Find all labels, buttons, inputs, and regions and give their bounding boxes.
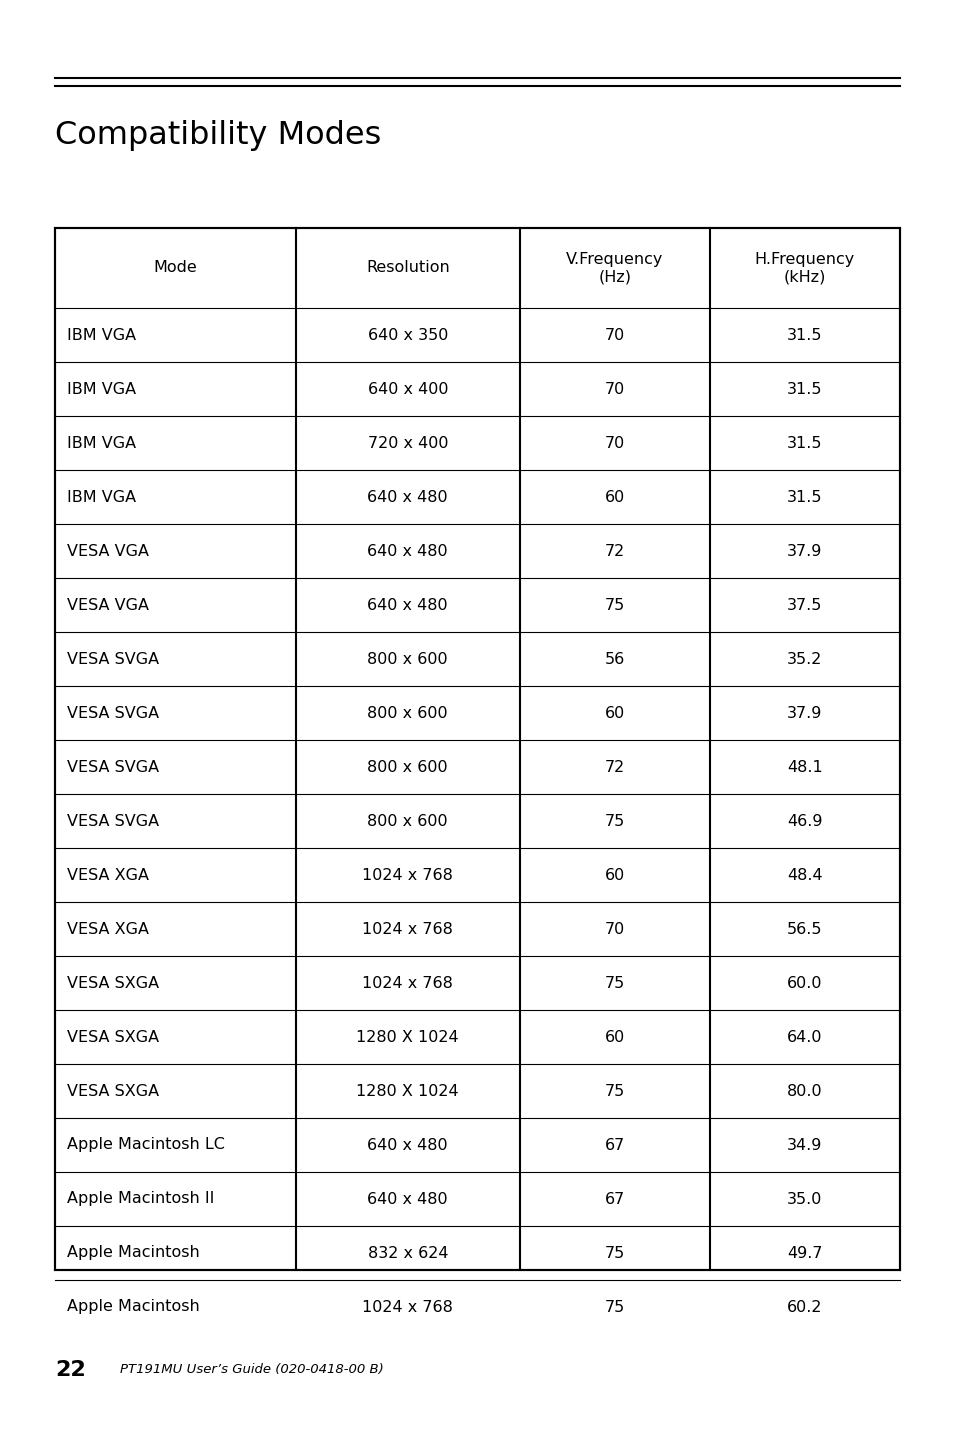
Text: VESA XGA: VESA XGA: [67, 922, 149, 936]
Text: Apple Macintosh II: Apple Macintosh II: [67, 1192, 214, 1206]
Text: 1024 x 768: 1024 x 768: [362, 922, 453, 936]
Text: 1024 x 768: 1024 x 768: [362, 976, 453, 990]
Text: 60.2: 60.2: [786, 1299, 821, 1315]
Text: 80.0: 80.0: [786, 1083, 821, 1099]
Text: 35.0: 35.0: [786, 1192, 821, 1206]
Text: 640 x 400: 640 x 400: [367, 382, 448, 396]
Text: 48.4: 48.4: [786, 867, 821, 883]
Text: 800 x 600: 800 x 600: [367, 813, 448, 829]
Text: 70: 70: [604, 922, 624, 936]
Text: 640 x 480: 640 x 480: [367, 489, 448, 505]
Text: H.Frequency
(kHz): H.Frequency (kHz): [754, 252, 854, 285]
Text: 800 x 600: 800 x 600: [367, 705, 448, 720]
Text: 34.9: 34.9: [786, 1138, 821, 1152]
Text: 37.5: 37.5: [786, 598, 821, 612]
Text: 56: 56: [604, 651, 624, 667]
Text: 31.5: 31.5: [786, 382, 821, 396]
Text: VESA SXGA: VESA SXGA: [67, 1029, 159, 1045]
Text: VESA VGA: VESA VGA: [67, 544, 149, 558]
Text: 640 x 480: 640 x 480: [367, 1138, 448, 1152]
Text: 75: 75: [604, 976, 624, 990]
Text: 800 x 600: 800 x 600: [367, 651, 448, 667]
Text: 75: 75: [604, 813, 624, 829]
Text: IBM VGA: IBM VGA: [67, 382, 136, 396]
Text: IBM VGA: IBM VGA: [67, 328, 136, 342]
Text: IBM VGA: IBM VGA: [67, 435, 136, 451]
Text: 31.5: 31.5: [786, 435, 821, 451]
Bar: [55, 228, 899, 1269]
Text: 49.7: 49.7: [786, 1245, 821, 1261]
Text: VESA VGA: VESA VGA: [67, 598, 149, 612]
Text: 60: 60: [604, 1029, 624, 1045]
Text: Mode: Mode: [153, 260, 197, 276]
Text: 70: 70: [604, 382, 624, 396]
Text: Apple Macintosh: Apple Macintosh: [67, 1299, 199, 1315]
Text: 46.9: 46.9: [786, 813, 821, 829]
Text: 75: 75: [604, 1083, 624, 1099]
Text: VESA SXGA: VESA SXGA: [67, 1083, 159, 1099]
Text: 720 x 400: 720 x 400: [367, 435, 448, 451]
Text: IBM VGA: IBM VGA: [67, 489, 136, 505]
Text: 72: 72: [604, 760, 624, 774]
Text: 640 x 350: 640 x 350: [367, 328, 448, 342]
Text: 70: 70: [604, 435, 624, 451]
Text: 75: 75: [604, 1299, 624, 1315]
Text: 31.5: 31.5: [786, 489, 821, 505]
Text: 31.5: 31.5: [786, 328, 821, 342]
Text: 72: 72: [604, 544, 624, 558]
Text: 1024 x 768: 1024 x 768: [362, 1299, 453, 1315]
Text: VESA SVGA: VESA SVGA: [67, 651, 159, 667]
Text: 640 x 480: 640 x 480: [367, 544, 448, 558]
Text: 70: 70: [604, 328, 624, 342]
Text: 67: 67: [604, 1192, 624, 1206]
Text: 60.0: 60.0: [786, 976, 821, 990]
Text: 35.2: 35.2: [786, 651, 821, 667]
Text: Resolution: Resolution: [366, 260, 449, 276]
Text: 60: 60: [604, 489, 624, 505]
Text: Compatibility Modes: Compatibility Modes: [55, 120, 381, 152]
Text: 832 x 624: 832 x 624: [367, 1245, 448, 1261]
Text: 60: 60: [604, 867, 624, 883]
Text: 37.9: 37.9: [786, 544, 821, 558]
Text: PT191MU User’s Guide (020-0418-00 B): PT191MU User’s Guide (020-0418-00 B): [120, 1362, 383, 1377]
Text: Apple Macintosh LC: Apple Macintosh LC: [67, 1138, 225, 1152]
Text: VESA SXGA: VESA SXGA: [67, 976, 159, 990]
Text: Apple Macintosh: Apple Macintosh: [67, 1245, 199, 1261]
Text: 22: 22: [55, 1359, 86, 1379]
Text: 1280 X 1024: 1280 X 1024: [356, 1083, 458, 1099]
Text: VESA SVGA: VESA SVGA: [67, 760, 159, 774]
Text: VESA XGA: VESA XGA: [67, 867, 149, 883]
Text: VESA SVGA: VESA SVGA: [67, 705, 159, 720]
Text: 75: 75: [604, 598, 624, 612]
Text: 640 x 480: 640 x 480: [367, 598, 448, 612]
Text: 640 x 480: 640 x 480: [367, 1192, 448, 1206]
Text: 1280 X 1024: 1280 X 1024: [356, 1029, 458, 1045]
Text: 800 x 600: 800 x 600: [367, 760, 448, 774]
Text: 67: 67: [604, 1138, 624, 1152]
Text: 64.0: 64.0: [786, 1029, 821, 1045]
Text: 56.5: 56.5: [786, 922, 821, 936]
Text: VESA SVGA: VESA SVGA: [67, 813, 159, 829]
Text: 75: 75: [604, 1245, 624, 1261]
Text: 1024 x 768: 1024 x 768: [362, 867, 453, 883]
Text: 37.9: 37.9: [786, 705, 821, 720]
Text: V.Frequency
(Hz): V.Frequency (Hz): [565, 252, 662, 285]
Text: 60: 60: [604, 705, 624, 720]
Text: 48.1: 48.1: [786, 760, 821, 774]
